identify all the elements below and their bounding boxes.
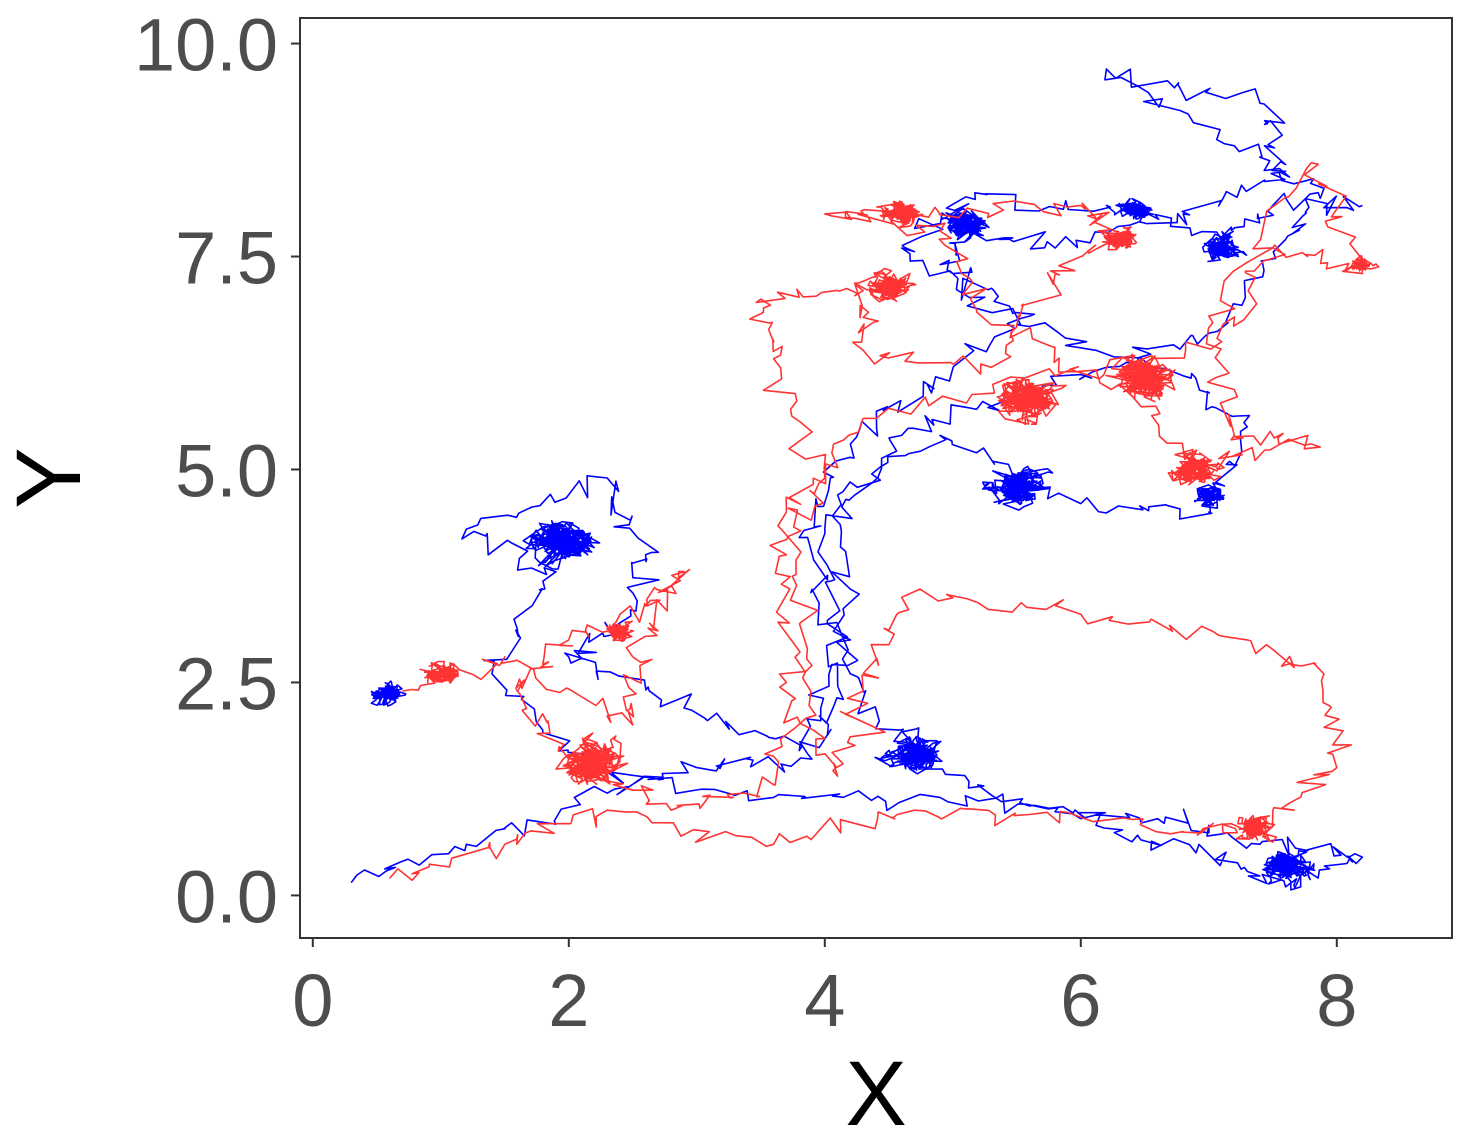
y-tick-label: 2.5 — [175, 642, 278, 725]
x-tick-label: 8 — [1316, 959, 1357, 1042]
series-2-cluster-3 — [1105, 353, 1176, 403]
x-axis-title: X — [845, 1043, 906, 1135]
plot-area — [350, 68, 1380, 891]
x-tick-label: 0 — [292, 959, 333, 1042]
x-tick-label: 4 — [804, 959, 845, 1042]
series-2-cluster-9 — [419, 660, 459, 684]
series-2-cluster-10 — [605, 620, 635, 643]
y-tick-label: 10.0 — [134, 4, 278, 87]
series-1-cluster-1 — [522, 520, 601, 570]
series-1-cluster-3 — [981, 465, 1054, 511]
series-1-cluster-9 — [1194, 484, 1225, 509]
series-2-cluster-1 — [555, 732, 629, 786]
series-1-cluster-8 — [370, 680, 407, 707]
y-axis: 0.0 2.5 5.0 7.5 10.0 — [134, 4, 300, 938]
plot-border — [299, 17, 1453, 939]
series-1-cluster-7 — [1262, 849, 1316, 891]
series-1-cluster-5 — [1115, 197, 1154, 223]
series-1-cluster-2 — [874, 727, 943, 775]
x-axis: 0 2 4 6 8 — [292, 938, 1357, 1042]
x-tick-label: 6 — [1060, 959, 1101, 1042]
series-2-cluster-8 — [1235, 814, 1278, 843]
series-1-track — [350, 68, 1364, 889]
series-1 — [350, 68, 1364, 891]
series-2-cluster-6 — [876, 200, 924, 229]
y-axis-title: Y — [0, 447, 100, 508]
x-tick-label: 2 — [548, 959, 589, 1042]
series-2-cluster-2 — [996, 377, 1067, 426]
series-layer — [350, 68, 1380, 891]
series-1-cluster-4 — [940, 207, 990, 243]
series-2-cluster-11 — [1350, 254, 1380, 272]
series-2-cluster-4 — [1167, 448, 1225, 486]
series-1-cluster-6 — [1201, 230, 1248, 263]
y-tick-label: 5.0 — [175, 429, 278, 512]
y-tick-label: 7.5 — [175, 217, 278, 300]
series-2-cluster-7 — [1096, 226, 1138, 251]
series-2 — [388, 162, 1380, 882]
y-tick-label: 0.0 — [175, 855, 278, 938]
series-2-cluster-5 — [853, 267, 917, 303]
